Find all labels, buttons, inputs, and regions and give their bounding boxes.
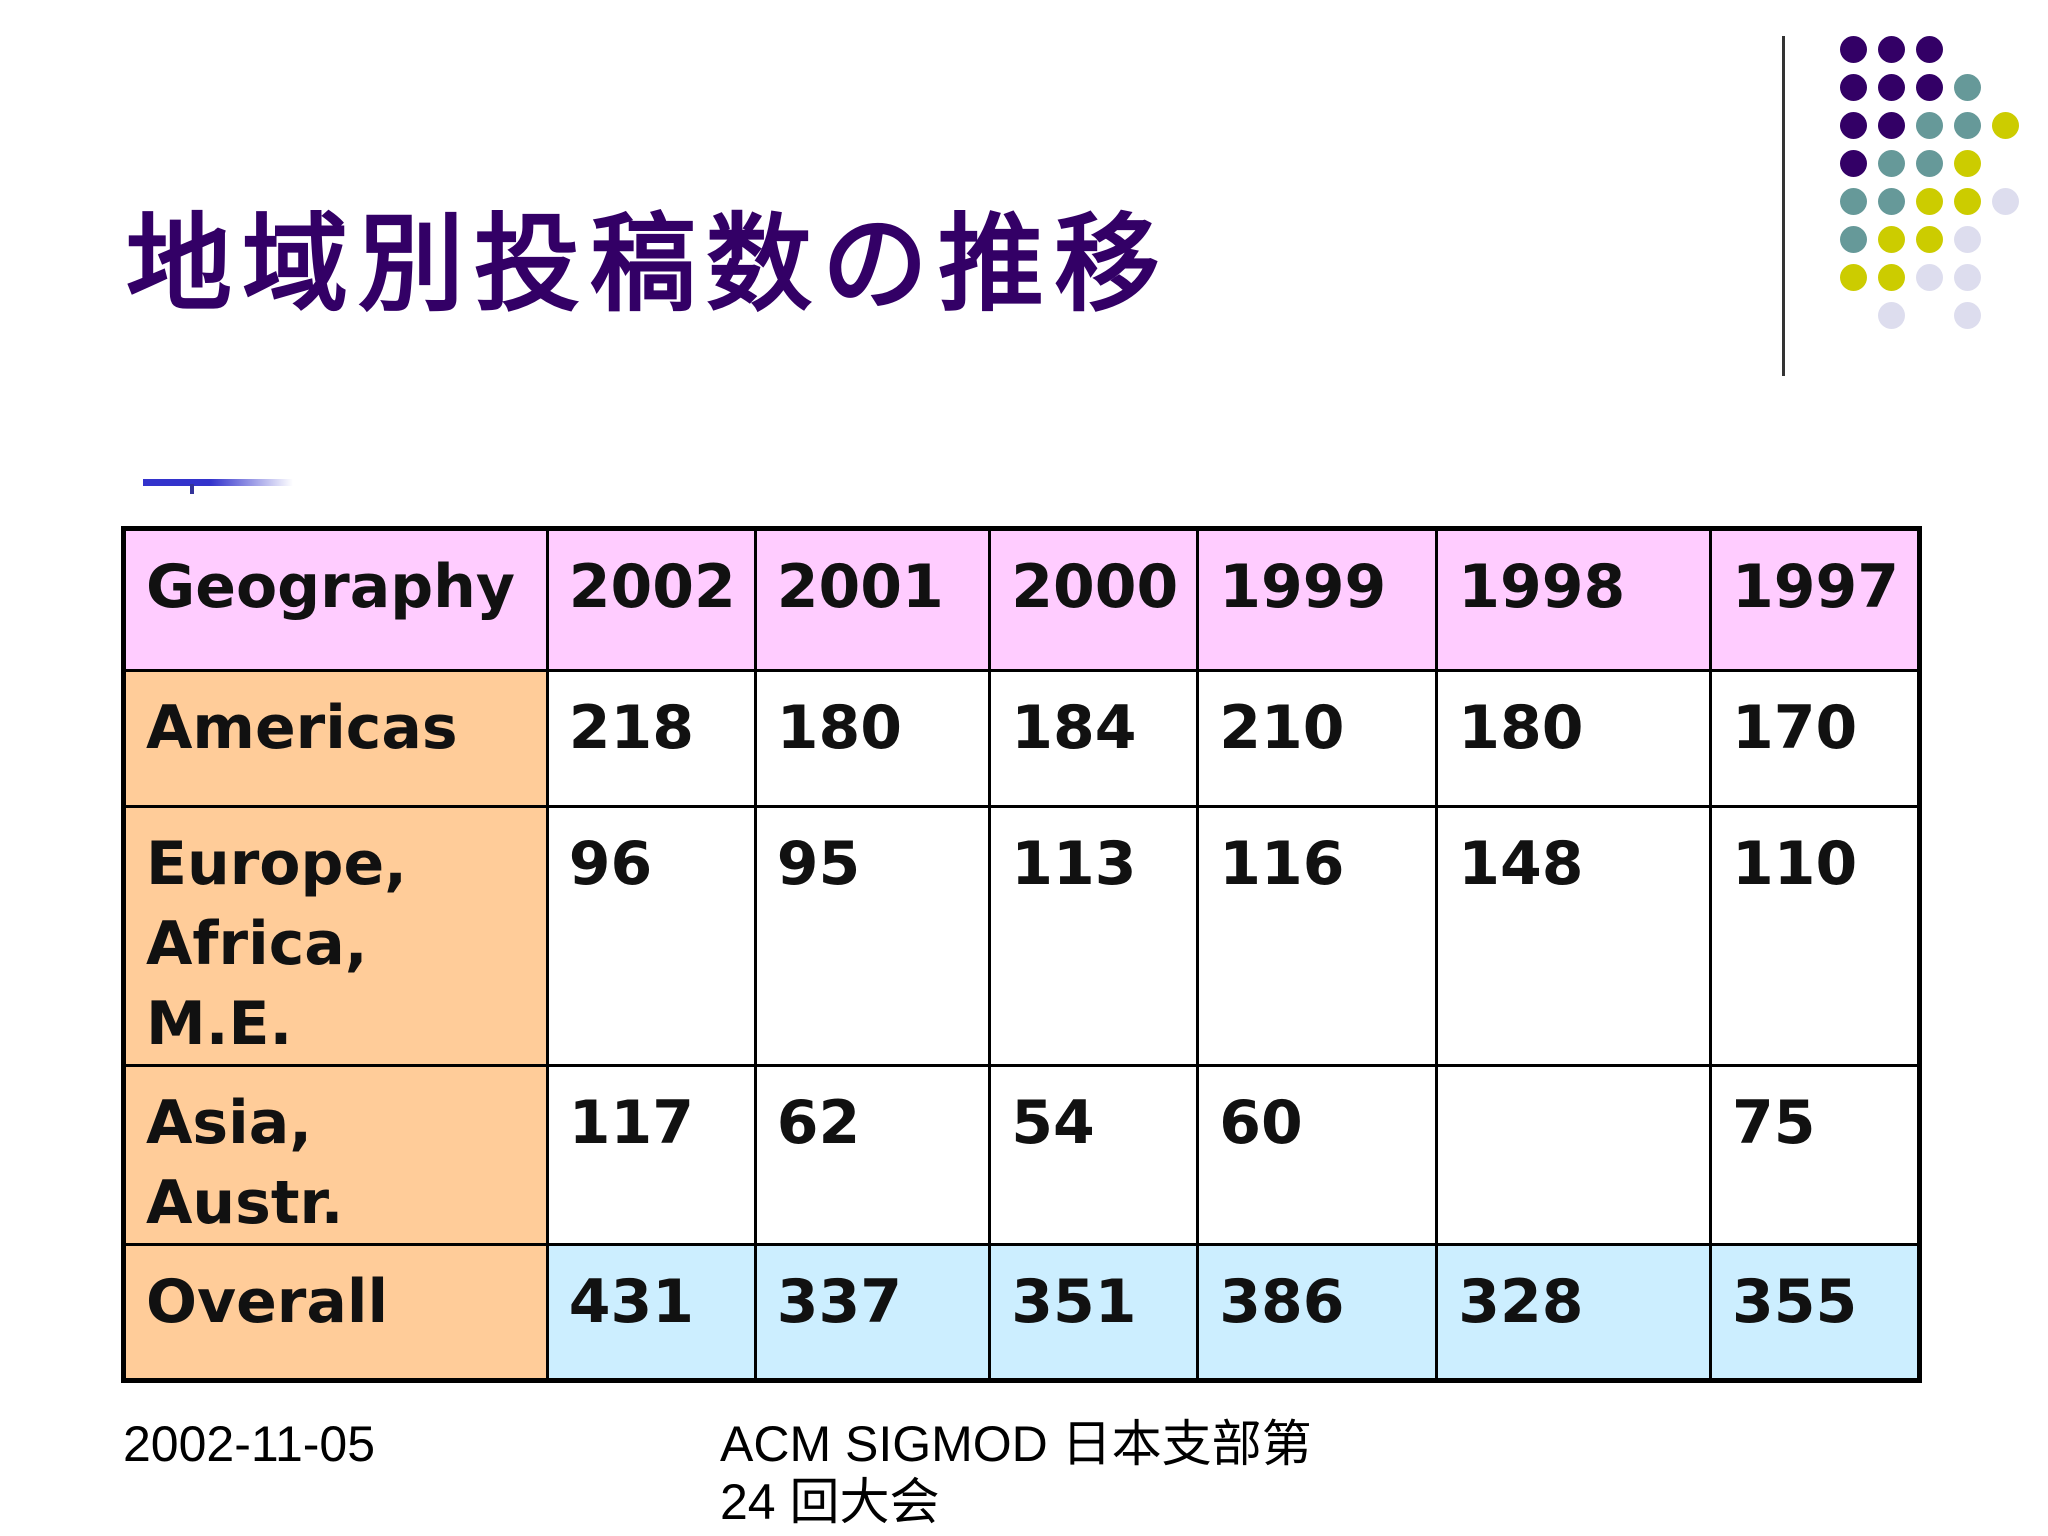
table-row: Asia, Austr. 117 62 54 60 75 xyxy=(122,1064,1922,1246)
table-row: Americas 218 180 184 210 180 170 xyxy=(122,669,1922,808)
footer-event-line: 24 回大会 xyxy=(720,1474,940,1530)
table-header-row: Geography 2002 2001 2000 1999 1998 1997 xyxy=(122,527,1922,672)
row-label: Asia, Austr. xyxy=(122,1064,549,1246)
decorative-dot xyxy=(1916,74,1943,101)
table-cell: 62 xyxy=(753,1064,992,1246)
decorative-dot xyxy=(1954,188,1981,215)
table-cell: 170 xyxy=(1708,669,1922,808)
table-cell xyxy=(1435,1064,1712,1246)
decorative-dot xyxy=(1840,112,1867,139)
total-cell: 355 xyxy=(1708,1243,1922,1382)
row-label: Europe, Africa, M.E. xyxy=(122,805,549,1067)
table-cell: 113 xyxy=(988,805,1200,1067)
accent-tick xyxy=(190,484,194,494)
header-cell-geography: Geography xyxy=(122,527,549,672)
header-cell-year: 2000 xyxy=(988,527,1200,672)
footer-date: 2002-11-05 xyxy=(123,1416,376,1472)
total-cell: 431 xyxy=(545,1243,757,1382)
table-row: Europe, Africa, M.E. 96 95 113 116 148 1… xyxy=(122,805,1922,1067)
decorative-dot xyxy=(1954,264,1981,291)
decorative-dot xyxy=(1878,226,1905,253)
total-cell: 386 xyxy=(1196,1243,1439,1382)
title-divider-line xyxy=(1782,36,1785,376)
table-cell: 180 xyxy=(1435,669,1712,808)
decorative-dot xyxy=(1840,264,1867,291)
table-cell: 148 xyxy=(1435,805,1712,1067)
decorative-dot xyxy=(1878,74,1905,101)
footer-event: ACM SIGMOD 日本支部第 24 回大会 xyxy=(720,1415,1360,1531)
total-cell: 337 xyxy=(753,1243,992,1382)
table-cell: 117 xyxy=(545,1064,757,1246)
decorative-dot xyxy=(1916,188,1943,215)
table-cell: 110 xyxy=(1708,805,1922,1067)
decorative-dot xyxy=(1916,36,1943,63)
decorative-dot xyxy=(1916,264,1943,291)
header-cell-year: 2001 xyxy=(753,527,992,672)
table-cell: 116 xyxy=(1196,805,1439,1067)
decorative-dot xyxy=(1954,74,1981,101)
row-label: Americas xyxy=(122,669,549,808)
decorative-dot xyxy=(1992,112,2019,139)
submissions-by-region-table: Geography 2002 2001 2000 1999 1998 1997 … xyxy=(121,526,1922,1383)
table-cell: 54 xyxy=(988,1064,1200,1246)
decorative-dot xyxy=(1840,226,1867,253)
decorative-dot xyxy=(1916,112,1943,139)
decorative-dot xyxy=(1878,188,1905,215)
table-total-row: Overall 431 337 351 386 328 355 xyxy=(122,1243,1922,1382)
total-cell: 351 xyxy=(988,1243,1200,1382)
decorative-dot xyxy=(1840,74,1867,101)
row-label: Overall xyxy=(122,1243,549,1382)
decorative-dot xyxy=(1878,264,1905,291)
decorative-dot xyxy=(1992,188,2019,215)
table-cell: 95 xyxy=(753,805,992,1067)
table-cell: 218 xyxy=(545,669,757,808)
decorative-dot xyxy=(1840,36,1867,63)
footer-event-line: ACM SIGMOD 日本支部第 xyxy=(720,1416,1312,1472)
slide-title: 地域別投稿数の推移 xyxy=(126,203,1170,326)
table-cell: 184 xyxy=(988,669,1200,808)
header-cell-year: 1999 xyxy=(1196,527,1439,672)
table-cell: 60 xyxy=(1196,1064,1439,1246)
decorative-dot xyxy=(1878,302,1905,329)
decorative-dot xyxy=(1878,150,1905,177)
decorative-dot xyxy=(1954,302,1981,329)
decorative-dot xyxy=(1840,150,1867,177)
header-cell-year: 2002 xyxy=(545,527,757,672)
table-cell: 75 xyxy=(1708,1064,1922,1246)
table-cell: 210 xyxy=(1196,669,1439,808)
total-cell: 328 xyxy=(1435,1243,1712,1382)
decorative-dot xyxy=(1954,150,1981,177)
table-cell: 180 xyxy=(753,669,992,808)
decorative-dot xyxy=(1916,226,1943,253)
decorative-dot xyxy=(1840,188,1867,215)
decorative-dot xyxy=(1878,112,1905,139)
decorative-dot xyxy=(1954,112,1981,139)
decorative-dot xyxy=(1916,150,1943,177)
decorative-dot xyxy=(1878,36,1905,63)
header-cell-year: 1997 xyxy=(1708,527,1922,672)
header-cell-year: 1998 xyxy=(1435,527,1712,672)
table-cell: 96 xyxy=(545,805,757,1067)
decorative-dot xyxy=(1954,226,1981,253)
accent-bar xyxy=(143,479,293,486)
